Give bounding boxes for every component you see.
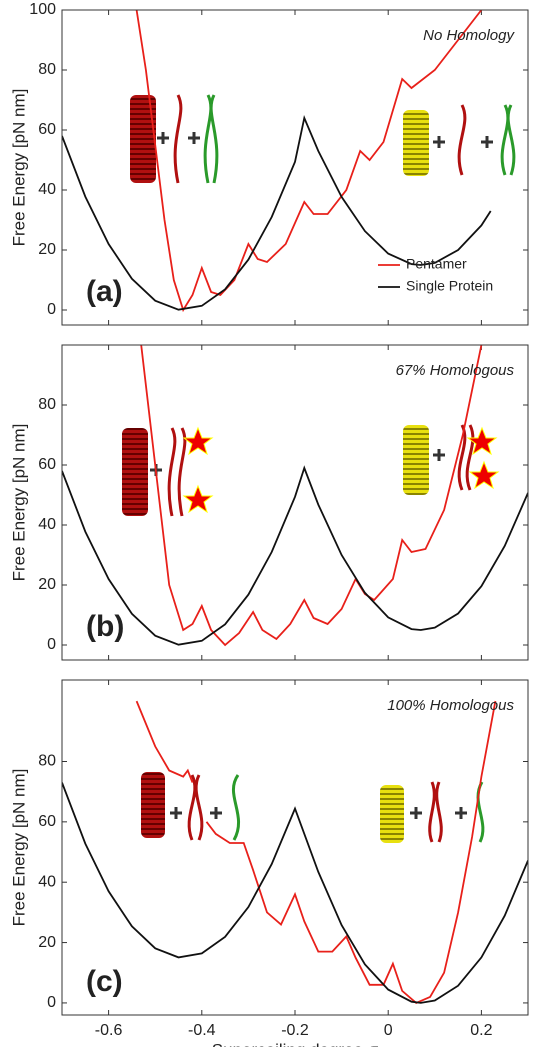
plot-area [62,345,528,647]
panel: 0 20 40 60 80 -0.6 -0.4 -0.2 0 0.2 Free Energy [pN… [9,679,529,1047]
coil-icon [130,95,156,183]
dna-icon [167,427,187,517]
star-icon [466,426,498,456]
plus-icon [410,807,422,819]
coil-icon [380,785,404,843]
axes-frame [61,679,529,1016]
y-tick-label: 0 [47,301,56,318]
dna-icon [457,424,475,491]
series-line [62,782,528,1004]
dna-icon [428,781,443,843]
y-axis-label: Free Energy [pN nm] [9,769,28,927]
y-tick-label: 80 [38,753,56,770]
y-tick-label: 60 [38,456,56,473]
y-tick-label: 60 [38,121,56,138]
x-tick-label: 0.2 [470,1022,492,1039]
star-icon [182,484,214,514]
y-tick-label: 20 [38,934,56,951]
plus-icon [455,807,467,819]
panel: 0 20 40 60 80 100 Free Energy [pN nm] No Homolo… [9,1,529,326]
plus-icon [433,136,445,148]
x-axis-label: Supercoiling degree σ [212,1040,379,1047]
series-line [62,115,492,311]
coil-icon [403,425,429,495]
y-axis-label: Free Energy [pN nm] [9,89,28,247]
y-tick-label: 0 [47,636,56,653]
y-tick-label: 0 [47,994,56,1011]
dna-icon [500,104,516,176]
y-tick-label: 80 [38,61,56,78]
y-tick-label: 60 [38,813,56,830]
dna-icon [232,774,240,841]
y-tick-label: 80 [38,396,56,413]
y-tick-label: 40 [38,181,56,198]
series-line [62,465,528,646]
series-line [205,700,497,1004]
plus-icon [170,807,182,819]
annotation: 100% Homologous [387,697,514,714]
panel: 0 20 40 60 80 Free Energy [pN nm] 67% Homologo… [9,344,529,661]
plus-icon [433,449,445,461]
y-tick-label: 40 [38,873,56,890]
axes-frame [61,9,529,326]
coil-icon [122,428,148,516]
coil-icon [403,110,429,176]
plus-icon [481,136,493,148]
x-tick-label: -0.2 [281,1022,309,1039]
dna-icon [187,774,204,841]
series-line [135,10,483,313]
series-line [135,700,194,783]
dna-icon [173,94,183,184]
dna-icon [457,104,467,176]
plot-area [62,700,528,1004]
panel-label: (c) [86,965,123,998]
plot-area [62,10,492,313]
plus-icon [188,132,200,144]
y-axis-label: Free Energy [pN nm] [9,424,28,582]
illustrations [122,94,516,843]
y-tick-label: 20 [38,576,56,593]
coil-icon [141,772,165,838]
star-icon [468,460,500,490]
plus-icon [210,807,222,819]
axes-frame [61,344,529,661]
legend: Pentamer Single Protein [378,256,493,294]
star-icon [182,426,214,456]
x-tick-label: -0.4 [188,1022,216,1039]
panel-label: (a) [86,275,123,308]
annotation: 67% Homologous [396,362,515,379]
x-tick-label: -0.6 [95,1022,123,1039]
y-tick-label: 20 [38,241,56,258]
annotation: No Homology [423,27,515,44]
series-line [140,345,483,647]
panel-label: (b) [86,610,124,643]
dna-icon [203,94,219,184]
y-tick-label: 100 [29,1,56,18]
x-tick-label: 0 [384,1022,393,1039]
legend-label: Single Protein [406,278,493,294]
y-tick-label: 40 [38,516,56,533]
plus-icon [157,132,169,144]
legend-label: Pentamer [406,256,467,272]
